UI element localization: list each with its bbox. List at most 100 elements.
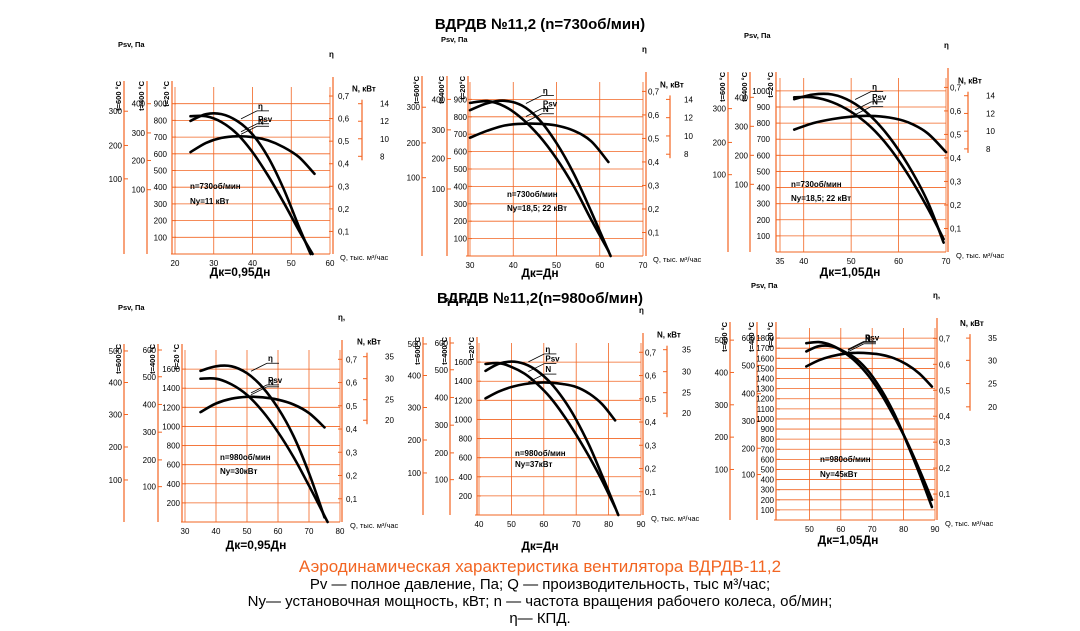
pressure-tick-label: 600 bbox=[757, 151, 771, 160]
curve-n bbox=[468, 122, 610, 164]
curve-label: Psv bbox=[865, 333, 880, 342]
pressure-tick-label: 100 bbox=[735, 180, 749, 189]
pressure-tick-label: 100 bbox=[109, 476, 123, 485]
curve-leader-line bbox=[528, 363, 545, 372]
pressure-tick-label: 200 bbox=[143, 456, 157, 465]
pressure-tick-label: 1000 bbox=[454, 415, 472, 424]
curve-psv bbox=[189, 114, 314, 256]
efficiency-tick-label: 0,1 bbox=[338, 227, 350, 236]
operating-note: n=730об/мин bbox=[507, 190, 558, 199]
efficiency-tick-label: 0,3 bbox=[939, 438, 951, 447]
pressure-tick-label: 200 bbox=[454, 217, 468, 226]
pressure-tick-label: 800 bbox=[154, 116, 168, 125]
temperature-axis-label: t=600°C bbox=[413, 336, 422, 364]
pressure-tick-label: 600 bbox=[154, 150, 168, 159]
pressure-tick-label: 600 bbox=[761, 455, 775, 464]
x-tick-label: 90 bbox=[931, 525, 940, 534]
pressure-tick-label: 100 bbox=[143, 483, 157, 492]
pressure-tick-label: 1800 bbox=[756, 334, 774, 343]
pressure-tick-label: 100 bbox=[761, 506, 775, 515]
power-tick-label: 25 bbox=[682, 389, 691, 398]
x-tick-label: 35 bbox=[776, 257, 785, 266]
efficiency-tick-label: 0,7 bbox=[950, 83, 962, 92]
pressure-tick-label: 100 bbox=[713, 171, 727, 180]
temperature-axis-label: t=20°C bbox=[467, 336, 476, 360]
pressure-tick-label: 300 bbox=[713, 105, 727, 114]
efficiency-tick-label: 0,4 bbox=[338, 160, 350, 169]
curve-leader-line bbox=[854, 101, 872, 111]
pressure-tick-label: 900 bbox=[454, 95, 468, 104]
pressure-tick-label: 800 bbox=[167, 442, 181, 451]
efficiency-tick-label: 0,6 bbox=[939, 360, 951, 369]
pressure-tick-label: 200 bbox=[167, 499, 181, 508]
power-tick-label: 35 bbox=[385, 353, 394, 362]
pressure-tick-label: 300 bbox=[715, 401, 729, 410]
curve-n bbox=[484, 381, 617, 422]
pressure-tick-label: 600 bbox=[143, 346, 157, 355]
power-axis-label: N, кВт bbox=[352, 85, 376, 94]
efficiency-tick-label: 0,3 bbox=[950, 177, 962, 186]
psv-axis-label: Psv, Па bbox=[441, 35, 468, 44]
pressure-tick-label: 200 bbox=[459, 492, 473, 501]
efficiency-tick-label: 0,3 bbox=[648, 181, 660, 190]
x-tick-label: 50 bbox=[805, 525, 814, 534]
pressure-tick-label: 300 bbox=[735, 122, 749, 131]
efficiency-axis-label: η bbox=[642, 45, 647, 54]
pressure-tick-label: 200 bbox=[154, 217, 168, 226]
curve-leader-line bbox=[525, 95, 543, 104]
curve-psv bbox=[468, 99, 610, 253]
efficiency-tick-label: 0,7 bbox=[338, 92, 350, 101]
pressure-tick-label: 400 bbox=[143, 400, 157, 409]
temperature-axis-label: t=20°C bbox=[458, 75, 467, 99]
pressure-tick-label: 300 bbox=[757, 200, 771, 209]
efficiency-tick-label: 0,1 bbox=[648, 228, 660, 237]
operating-note: n=980об/мин bbox=[220, 453, 271, 462]
impeller-diameter-caption: Дк=0,95Дн bbox=[226, 538, 287, 552]
curve-leader-line bbox=[240, 125, 258, 135]
power-axis-label: N, кВт bbox=[657, 331, 681, 340]
x-tick-label: 50 bbox=[507, 520, 516, 529]
pressure-tick-label: 400 bbox=[109, 378, 123, 387]
curve-leader-line bbox=[528, 373, 545, 383]
pressure-tick-label: 200 bbox=[713, 138, 727, 147]
x-axis-label: Q, тыс. м³/час bbox=[653, 255, 702, 264]
pressure-tick-label: 300 bbox=[407, 103, 421, 112]
curve-label: N bbox=[865, 335, 871, 344]
pressure-tick-label: 200 bbox=[109, 443, 123, 452]
pressure-tick-label: 300 bbox=[432, 126, 446, 135]
pressure-tick-label: 100 bbox=[757, 232, 771, 241]
operating-note: n=730об/мин bbox=[791, 180, 842, 189]
chart-panel-3: 35 40 50 60 70 Q, тыс. м³/час 100 200 300 t=600 °… bbox=[713, 31, 1005, 279]
pressure-tick-label: 400 bbox=[735, 93, 749, 102]
chart-panel-5: 40 50 60 70 80 90 Q, тыс. м³/час 100 200 300 400 50… bbox=[408, 296, 700, 553]
pressure-tick-label: 400 bbox=[154, 183, 168, 192]
psv-axis-label: Psv, Па bbox=[744, 31, 771, 40]
power-tick-label: 20 bbox=[385, 416, 394, 425]
efficiency-tick-label: 0,6 bbox=[338, 115, 350, 124]
efficiency-tick-label: 0,4 bbox=[950, 154, 962, 163]
x-tick-label: 40 bbox=[475, 520, 484, 529]
efficiency-tick-label: 0,2 bbox=[645, 465, 657, 474]
pressure-tick-label: 500 bbox=[109, 347, 123, 356]
power-tick-label: 8 bbox=[986, 145, 991, 154]
temperature-axis-label: t=600 °C bbox=[718, 71, 727, 101]
footer: Аэродинамическая характеристика вентилят… bbox=[0, 557, 1080, 627]
pressure-tick-label: 200 bbox=[109, 141, 123, 150]
efficiency-tick-label: 0,6 bbox=[645, 372, 657, 381]
pressure-tick-label: 200 bbox=[407, 139, 421, 148]
pressure-tick-label: 300 bbox=[109, 411, 123, 420]
operating-note: Nу=45кВт bbox=[820, 470, 857, 479]
pressure-tick-label: 100 bbox=[154, 233, 168, 242]
curve-n bbox=[189, 134, 316, 176]
x-tick-label: 50 bbox=[552, 261, 561, 270]
pressure-tick-label: 800 bbox=[757, 119, 771, 128]
pressure-tick-label: 400 bbox=[715, 368, 729, 377]
efficiency-tick-label: 0,2 bbox=[950, 201, 962, 210]
x-tick-label: 20 bbox=[171, 259, 180, 268]
pressure-tick-label: 600 bbox=[454, 148, 468, 157]
temperature-axis-label: t=400 °C bbox=[747, 321, 756, 351]
impeller-diameter-caption: Дк=1,05Дн bbox=[820, 265, 881, 279]
pressure-tick-label: 500 bbox=[154, 167, 168, 176]
pressure-tick-label: 300 bbox=[742, 417, 756, 426]
